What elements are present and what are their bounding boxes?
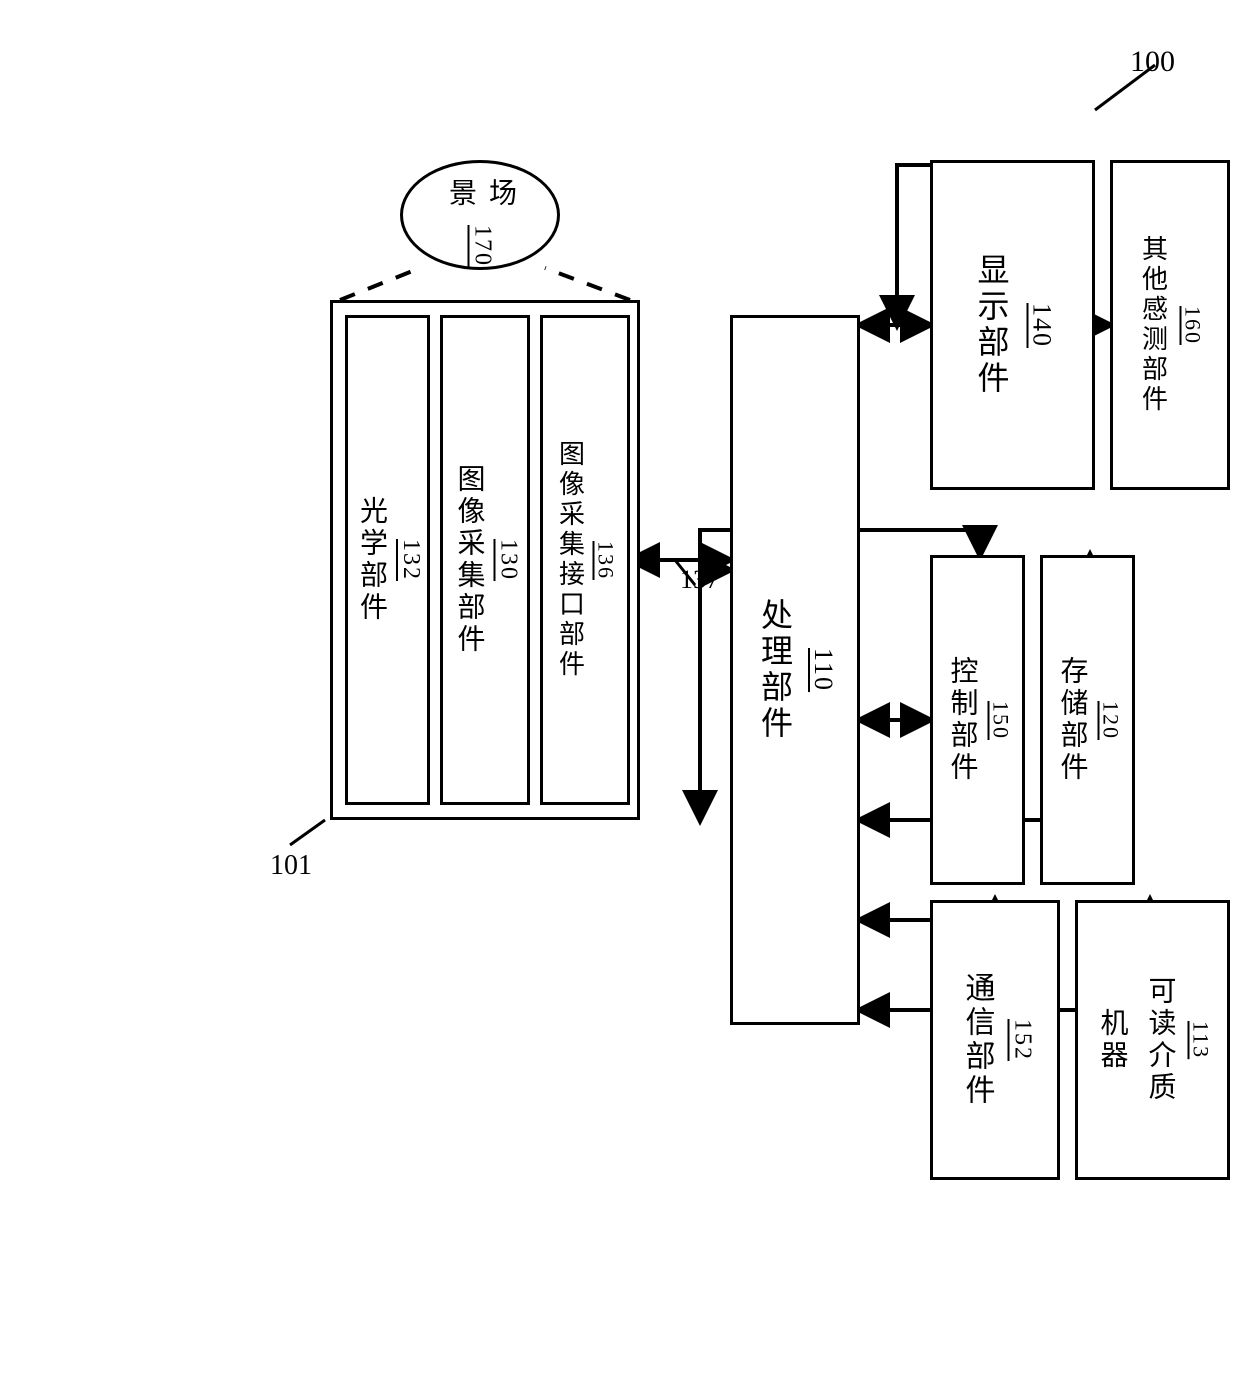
node-capiface: 图像采集接口部件 136 [540,315,630,805]
node-comm-ref: 152 [1009,1019,1036,1061]
node-optics: 光学部件 132 [345,315,430,805]
diagram-canvas: 场景 170 光学部件 132 图像采集部件 130 图像采集接口部件 136 … [0,0,1240,1392]
node-capture-ref: 130 [495,539,522,581]
node-comm-label: 通信部件 [955,972,999,1108]
node-capture: 图像采集部件 130 [440,315,530,805]
node-storage: 存储部件 120 [1040,555,1135,885]
node-scene: 场景 170 [400,160,560,270]
node-processor-label: 处理部件 [752,598,798,742]
node-control: 控制部件 150 [930,555,1025,885]
node-display: 显示部件 140 [930,160,1095,490]
node-comm: 通信部件 152 [930,900,1060,1180]
node-optics-label: 光学部件 [351,496,391,624]
node-medium: 机器 可读介质 113 [1075,900,1230,1180]
node-othersense: 其他感测部件 160 [1110,160,1230,490]
node-control-label: 控制部件 [942,656,982,784]
node-capiface-label: 图像采集接口部件 [552,440,589,680]
node-scene-ref: 170 [469,225,496,267]
node-storage-ref: 120 [1098,701,1124,740]
label-100-text: 100 [1130,45,1175,78]
node-medium-label-b: 可读介质 [1140,976,1180,1104]
label-137: 137 [680,565,719,595]
node-storage-label: 存储部件 [1052,656,1092,784]
node-capiface-ref: 136 [593,541,619,580]
label-137-text: 137 [680,565,719,594]
node-othersense-ref: 160 [1180,306,1206,345]
node-scene-label: 场景 [440,163,520,225]
node-display-ref: 140 [1027,303,1057,348]
node-display-label: 显示部件 [969,253,1015,397]
node-medium-ref: 113 [1188,1021,1214,1059]
node-capture-label: 图像采集部件 [449,464,489,656]
label-101-text: 101 [270,850,312,881]
label-101: 101 [270,850,312,882]
node-othersense-label: 其他感测部件 [1135,235,1172,415]
node-control-ref: 150 [988,701,1014,740]
label-100: 100 [1130,45,1175,79]
node-processor: 处理部件 110 [730,315,860,1025]
node-medium-label-a: 机器 [1092,1008,1132,1072]
node-processor-ref: 110 [808,648,838,692]
node-optics-ref: 132 [397,539,424,581]
